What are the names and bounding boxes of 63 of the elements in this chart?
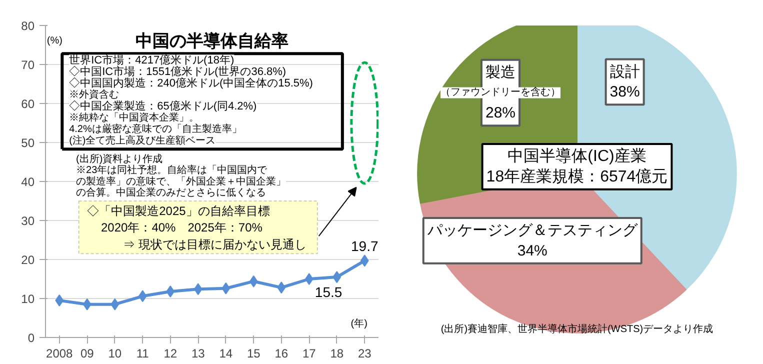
x-tick-label: 2008 [46, 346, 74, 360]
x-tick-label: 13 [191, 346, 206, 360]
data-label: 28% [485, 104, 516, 122]
y-tick-label: 70 [21, 58, 35, 72]
point [249, 275, 258, 288]
point [110, 298, 120, 310]
point [304, 273, 314, 285]
x-tick-label: 15 [246, 346, 261, 360]
y-tick-label: 40 [21, 175, 35, 189]
y-tick-label: 10 [21, 292, 35, 306]
annotation: ※23年は同社予想。自給率は「中国国内で [76, 164, 268, 176]
annotation: 4.2%は厳密な意味での「自主製造率」 [69, 123, 242, 136]
annotation: ※外資含む [69, 88, 120, 101]
data-label: 19.7 [351, 238, 378, 254]
annotation: の合算。中国企業のみだとさらに低くなる [76, 186, 266, 199]
annotation: ◇中国国内製造：240億米ドル(中国全体の15.5%) [69, 76, 313, 90]
x-tick-label: 18 [330, 346, 344, 360]
x-tick-label: 12 [164, 346, 178, 360]
x-tick-label: 11 [136, 346, 150, 360]
annotation: 2020年：40% 2025年：70% [101, 220, 263, 235]
y-tick-label: 80 [21, 19, 35, 33]
slice-label: 製造 [485, 64, 516, 81]
annotation: (出所)資料より作成 [76, 152, 163, 165]
x-tick-label: 17 [302, 346, 316, 360]
annotation: ◇中国IC市場：1551億米ドル(世界の36.8%) [69, 65, 286, 78]
chart-title: 中国の半導体自給率 [136, 32, 288, 51]
text: （ファウンドリーを含む） [440, 86, 560, 98]
y-tick-label: 20 [21, 253, 35, 267]
text: (出所)賽迪智庫、世界半導体市場統計(WSTS)データより作成 [440, 322, 714, 335]
x-tick-label: 23 [358, 346, 372, 360]
point [55, 294, 64, 306]
y-tick-label: 50 [21, 136, 35, 150]
data-label: 34% [517, 242, 548, 260]
annotation: の製造率」の意味で、「外国企業＋中国企業」 [76, 175, 286, 188]
point [222, 282, 230, 294]
text: 中国半導体(IC)産業 [508, 147, 646, 166]
x-tick-label: 10 [108, 346, 122, 360]
x-tick-label: 14 [219, 346, 233, 360]
point [138, 290, 147, 302]
point [194, 283, 202, 296]
text: 18年産業規模：6574億元 [486, 167, 668, 186]
point [360, 254, 369, 267]
annotation: ⇒ 現状では目標に届かない見通し [123, 237, 307, 252]
data-label: 38% [610, 84, 640, 101]
annotation: ※純粋な「中国資本企業」。 [69, 112, 200, 124]
y-axis-title: (%) [46, 36, 62, 47]
annotation: ◇「中国製造2025」の自給率目標 [87, 204, 270, 218]
x-tick-label: 09 [80, 346, 94, 360]
annotation: (注)全て売上高及び生産額ベース [69, 134, 216, 147]
annotation: ◇中国企業製造：65億米ドル(同4.2%) [69, 100, 257, 113]
slice-label: 設計 [610, 63, 640, 80]
y-tick-label: 30 [21, 214, 35, 228]
data-label: 15.5 [314, 284, 342, 300]
x-axis-title: (年) [350, 317, 368, 330]
annotation: 世界IC市場：4217億米ドル(18年) [69, 54, 234, 67]
point [277, 282, 286, 294]
slice-label: パッケージング＆テスティング [426, 222, 638, 239]
y-tick-label: 0 [28, 331, 35, 345]
point [166, 285, 175, 298]
point [82, 298, 92, 310]
point [332, 271, 342, 284]
x-tick-label: 16 [274, 346, 288, 360]
y-tick-label: 60 [21, 97, 35, 111]
